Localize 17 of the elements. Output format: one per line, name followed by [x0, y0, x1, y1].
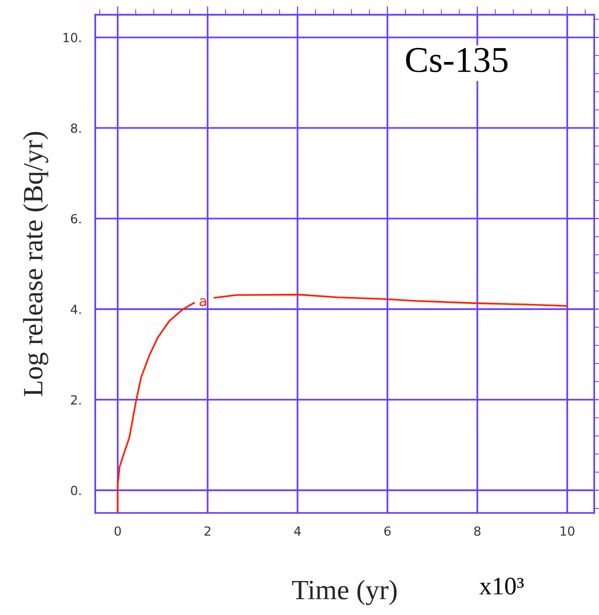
y-axis-title: Log release rate (Bq/yr) — [23, 132, 48, 396]
annotation: Cs-135 — [406, 48, 508, 72]
y-tick-label: 0. — [70, 486, 81, 496]
text: x10³ — [479, 578, 524, 595]
x-tick-label: 2 — [204, 526, 210, 536]
x-tick-label: 0 — [114, 526, 121, 536]
x-axis-title: Time (yr) — [292, 580, 397, 606]
x-tick-label: 10 — [560, 526, 574, 536]
x-tick-label: 8 — [474, 526, 480, 536]
annotation: a — [200, 298, 206, 306]
y-tick-label: 6. — [70, 214, 81, 224]
x-tick-label: 4 — [294, 526, 301, 536]
x-tick-label: 6 — [384, 526, 391, 536]
y-tick-label: 2. — [71, 395, 81, 404]
y-tick-label: 4. — [70, 304, 81, 314]
y-tick-label: 8. — [70, 123, 81, 133]
y-tick-label: 10. — [64, 32, 81, 42]
